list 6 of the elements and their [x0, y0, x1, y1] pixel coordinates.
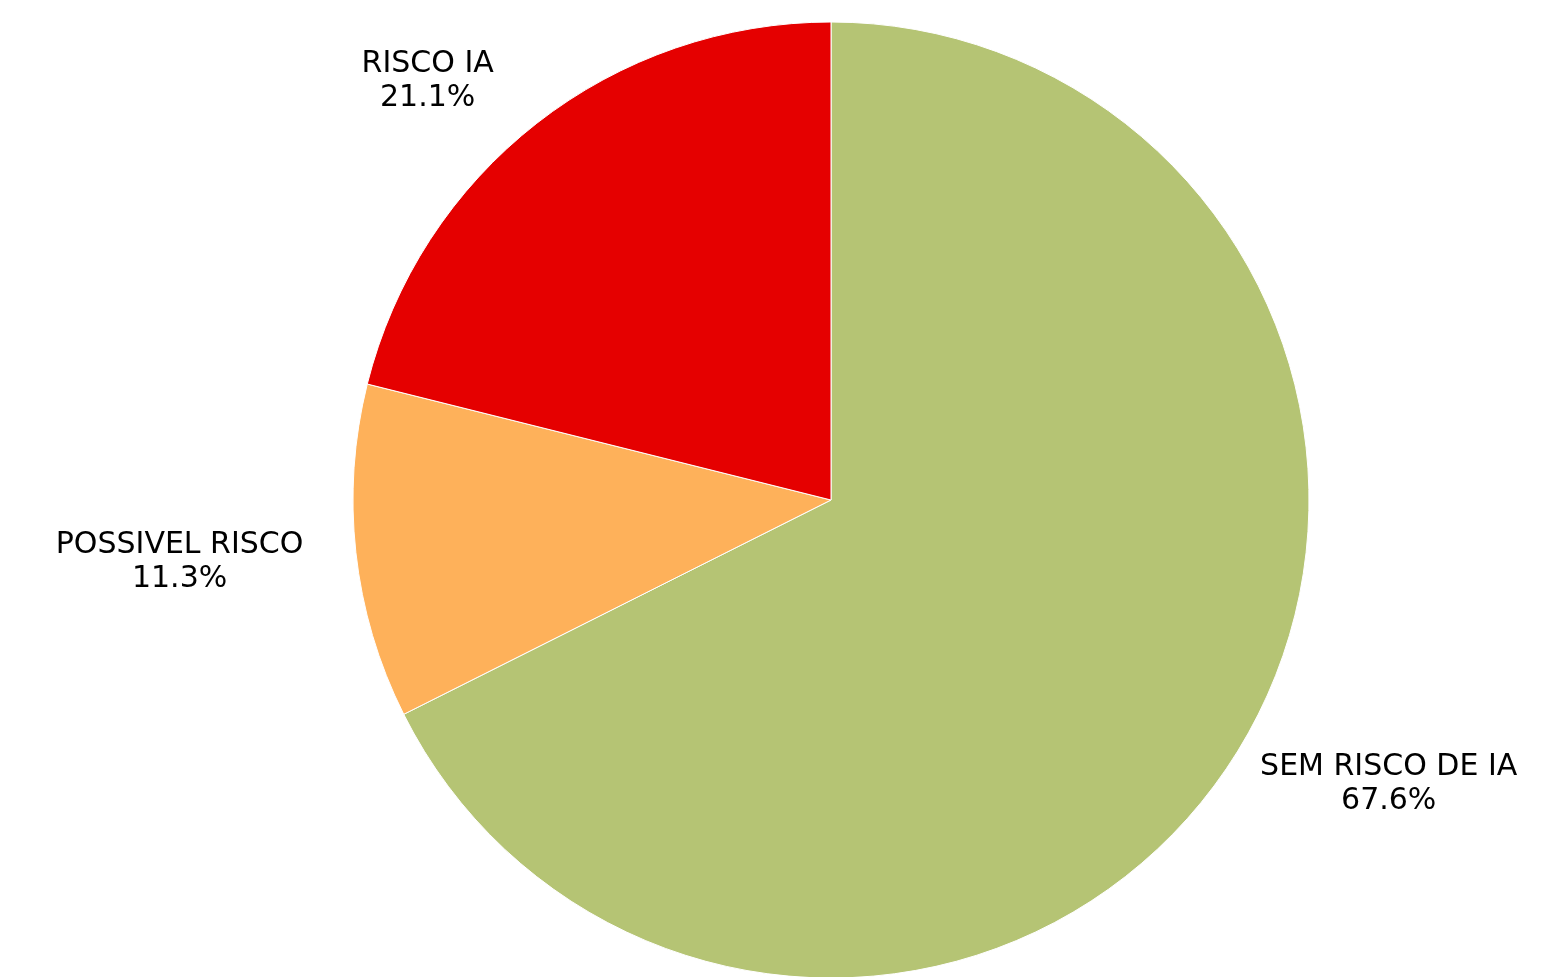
data-label: 21.1%: [380, 78, 476, 114]
slice-label: POSSIVEL RISCO: [55, 524, 304, 560]
slice-label: SEM RISCO DE IA: [1260, 747, 1518, 783]
data-label: 11.3%: [131, 558, 228, 594]
data-label: 67.6%: [1341, 781, 1437, 817]
slice-label: RISCO IA: [361, 44, 495, 80]
